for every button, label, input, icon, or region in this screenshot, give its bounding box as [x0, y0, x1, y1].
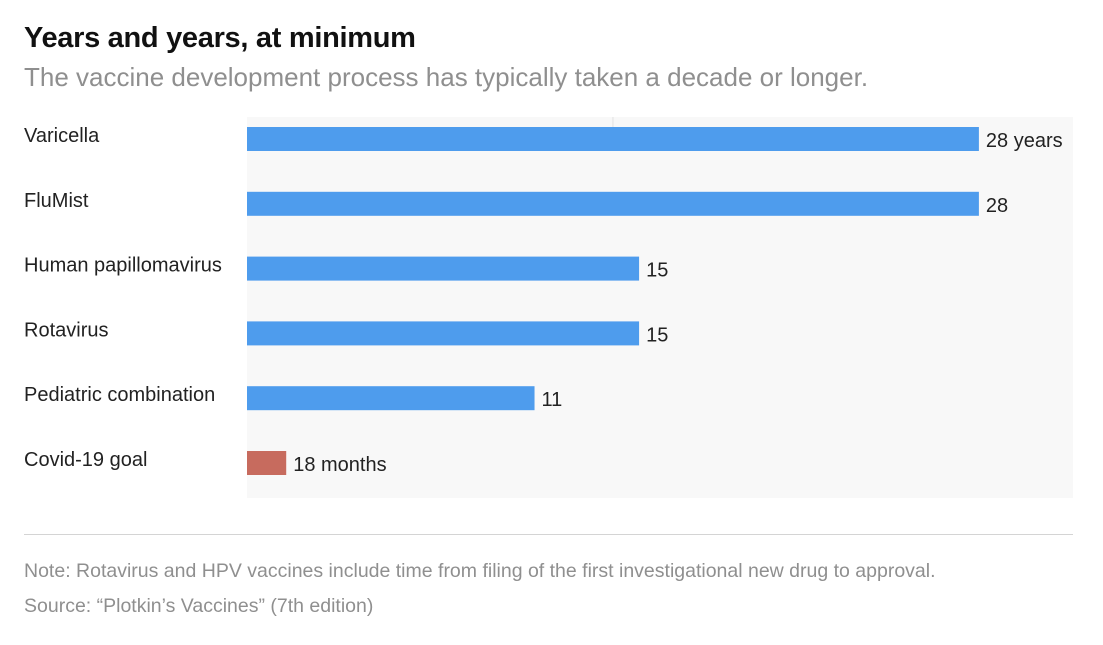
value-label: 15 — [646, 324, 668, 346]
category-label: FluMist — [24, 190, 89, 212]
chart-note: Note: Rotavirus and HPV vaccines include… — [24, 560, 936, 582]
divider — [24, 534, 1073, 535]
bar — [247, 386, 535, 411]
value-label: 28 years — [986, 130, 1063, 152]
category-label: Pediatric combination — [24, 384, 215, 406]
bar — [247, 451, 287, 475]
category-label: Rotavirus — [24, 319, 108, 341]
bar — [247, 127, 979, 151]
value-label: 11 — [542, 389, 563, 411]
category-label: Human papillomavirus — [24, 255, 222, 277]
chart-subtitle: The vaccine development process has typi… — [24, 62, 869, 92]
value-label: 28 — [986, 195, 1008, 217]
category-label: Covid-19 goal — [24, 449, 147, 471]
chart-title: Years and years, at minimum — [24, 22, 416, 54]
bar — [247, 321, 640, 346]
bar — [247, 191, 979, 216]
chart-source: Source: “Plotkin’s Vaccines” (7th editio… — [24, 595, 374, 617]
value-label: 15 — [646, 260, 668, 282]
bar-chart: Varicella 28 years FluMist 28 Human papillom… — [24, 117, 1073, 498]
value-label: 18 months — [293, 454, 386, 476]
plot-background — [247, 117, 1073, 498]
bar — [247, 256, 640, 281]
category-label: Varicella — [24, 125, 100, 147]
